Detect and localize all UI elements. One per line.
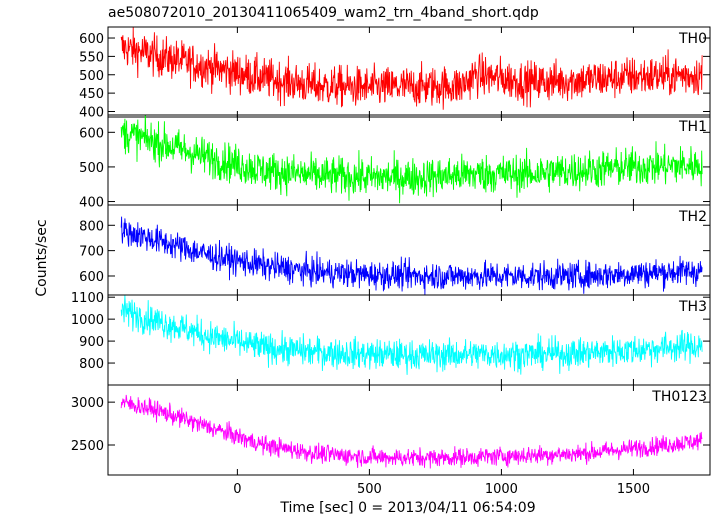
y-tick-label: 450 [79, 87, 104, 102]
panel-label: TH1 [678, 119, 707, 135]
y-tick-label: 600 [79, 32, 104, 47]
y-tick-label: 500 [79, 69, 104, 84]
y-tick-label: 400 [79, 196, 104, 211]
x-axis-label: Time [sec] 0 = 2013/04/11 06:54:09 [279, 500, 535, 516]
y-tick-label: 550 [79, 50, 104, 65]
y-tick-label: 800 [79, 219, 104, 234]
x-tick-label: 1000 [485, 482, 518, 497]
x-tick-label: 0 [233, 482, 241, 497]
panel-th0: 400 450 500 550 600 TH0 [79, 26, 711, 120]
series-line-th2 [120, 216, 703, 295]
y-tick-label: 1100 [71, 291, 104, 306]
panel-th3: 800 900 1000 1100 TH3 [71, 291, 711, 386]
x-tick-label: 500 [357, 482, 382, 497]
y-tick-label: 2500 [71, 439, 104, 454]
y-tick-label: 1000 [71, 313, 104, 328]
chart-title: ae508072010_20130411065409_wam2_trn_4ban… [108, 5, 539, 21]
panel-label: TH0 [678, 31, 707, 47]
y-tick-label: 600 [79, 126, 104, 141]
panel-frame [107, 26, 711, 118]
x-tick-label: 1500 [617, 482, 650, 497]
panel-label: TH2 [678, 209, 707, 225]
panel-th0123: 2500 3000 TH0123 [71, 384, 711, 476]
series-line-th0123 [120, 394, 703, 469]
y-axis-label: Counts/sec [34, 219, 50, 296]
y-tick-label: 700 [79, 245, 104, 260]
panel-label: TH3 [678, 299, 707, 315]
panel-th2: 600 700 800 TH2 [79, 204, 711, 296]
y-tick-label: 800 [79, 357, 104, 372]
chart-panels: 400 450 500 550 600 TH0 400 500 600 TH1 600 700 800 T… [71, 26, 711, 497]
panel-frame [107, 384, 711, 476]
y-tick-label: 400 [79, 105, 104, 120]
y-tick-label: 500 [79, 161, 104, 176]
series-line-th1 [120, 115, 703, 204]
y-tick-label: 900 [79, 335, 104, 350]
panel-label: TH0123 [651, 389, 707, 405]
panel-th1: 400 500 600 TH1 [79, 114, 711, 211]
series-line-th3 [120, 295, 703, 375]
y-tick-label: 3000 [71, 396, 104, 411]
series-line-th0 [120, 27, 703, 110]
y-tick-label: 600 [79, 270, 104, 285]
